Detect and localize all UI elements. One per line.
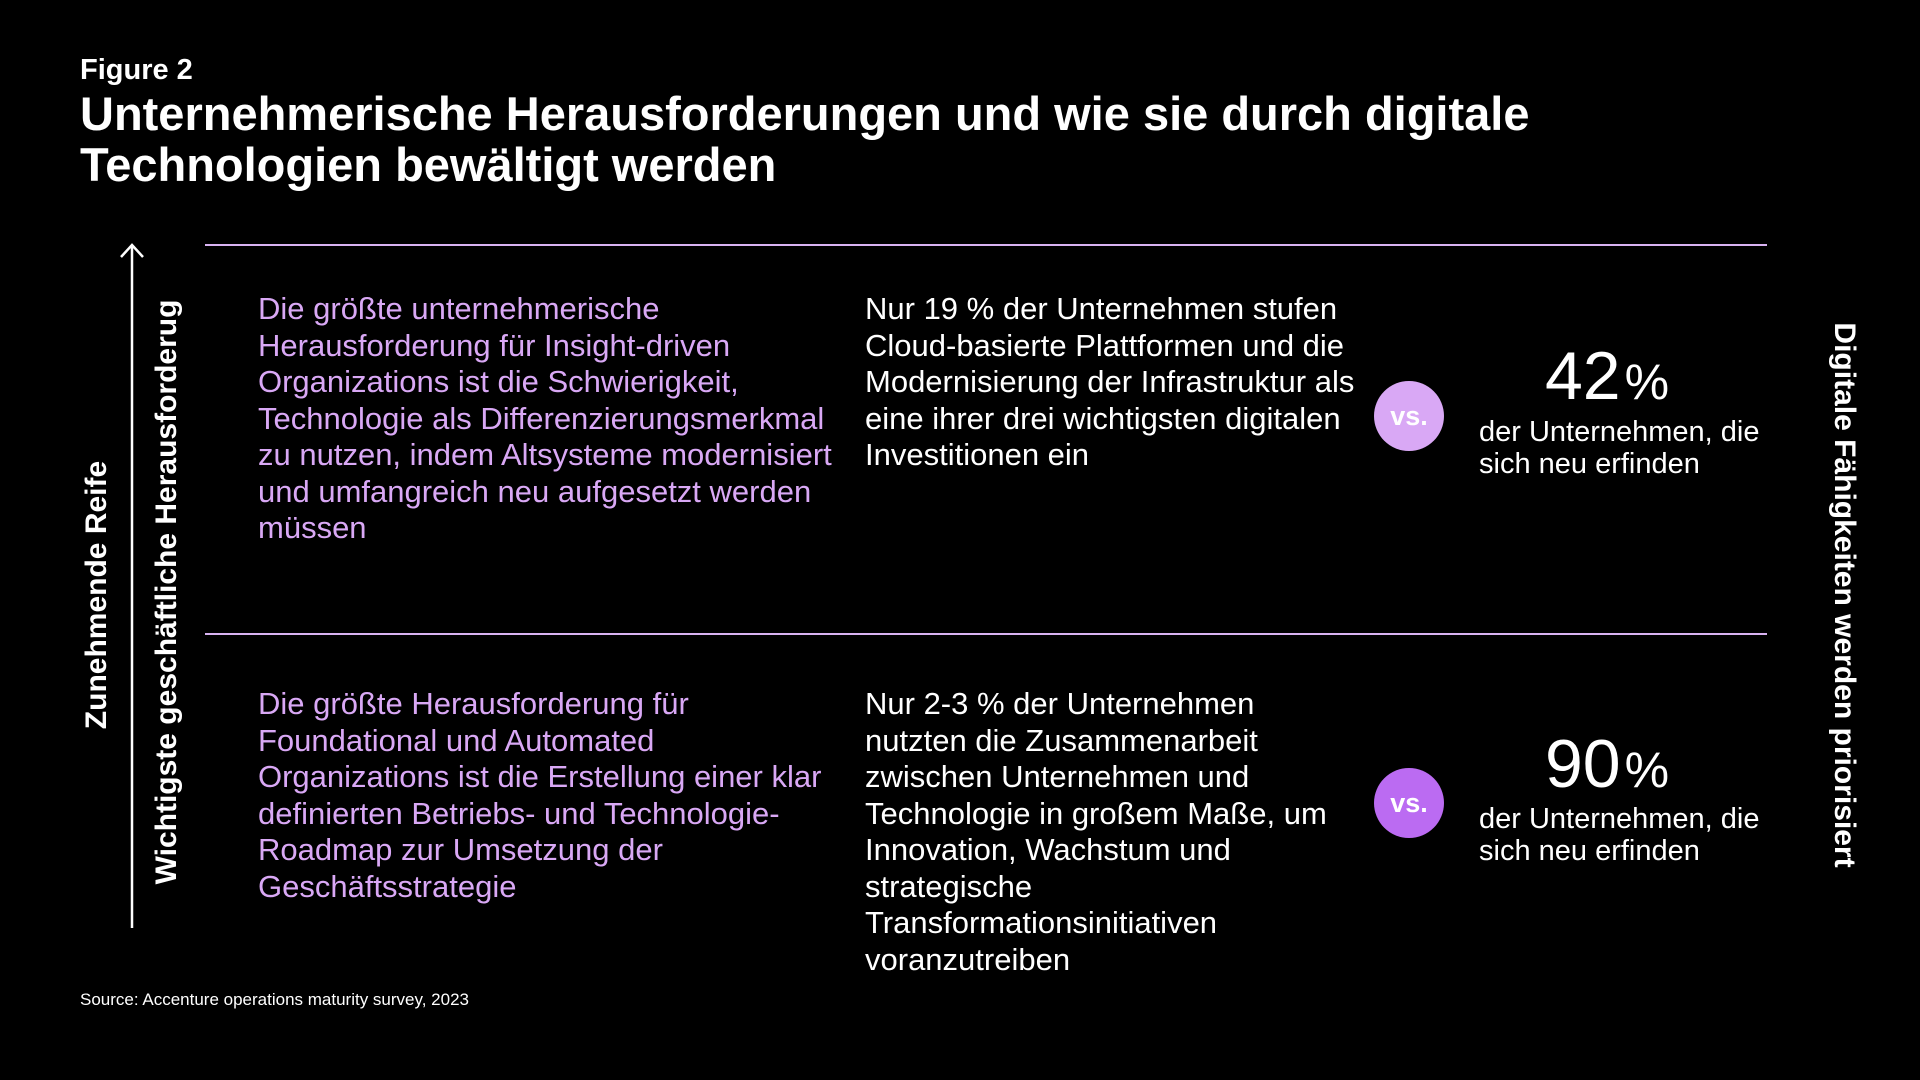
percent-caption-row-2: der Unternehmen, die sich neu erfinden [1479, 803, 1760, 867]
percent-caption-row-1: der Unternehmen, die sich neu erfinden [1479, 416, 1760, 480]
vs-badge-row-1: vs. [1374, 381, 1444, 451]
percent-sign-row-2: % [1624, 742, 1670, 798]
vertical-label-digital-capabilities: Digitale Fähigkeiten werden priorisiert [1828, 322, 1861, 868]
page-title: Unternehmerische Herausforderungen und w… [80, 87, 1530, 191]
stat-text-row-1: Nur 19 % der Unternehmen stufen Cloud-ba… [865, 291, 1355, 472]
percent-value-row-1: 42 [1544, 338, 1621, 414]
source-note: Source: Accenture operations maturity su… [80, 990, 469, 1009]
challenge-text-row-1: Die größte unternehmerische Herausforder… [258, 291, 832, 545]
percent-sign-row-1: % [1624, 354, 1670, 410]
percent-row-2: 90% [1492, 726, 1722, 808]
vertical-label-maturity: Zunehmende Reife [80, 460, 113, 730]
divider-middle [205, 633, 1767, 635]
up-arrow-icon [120, 243, 144, 928]
stat-text-row-2: Nur 2-3 % der Unternehmen nutzten die Zu… [865, 686, 1327, 977]
figure-label: Figure 2 [80, 54, 193, 86]
percent-value-row-2: 90 [1544, 726, 1621, 802]
vertical-label-challenge: Wichtigste geschäftliche Herausforderug [150, 299, 183, 885]
vs-badge-row-2: vs. [1374, 768, 1444, 838]
divider-top [205, 244, 1767, 246]
challenge-text-row-2: Die größte Herausforderung für Foundatio… [258, 686, 822, 904]
percent-row-1: 42% [1492, 338, 1722, 420]
